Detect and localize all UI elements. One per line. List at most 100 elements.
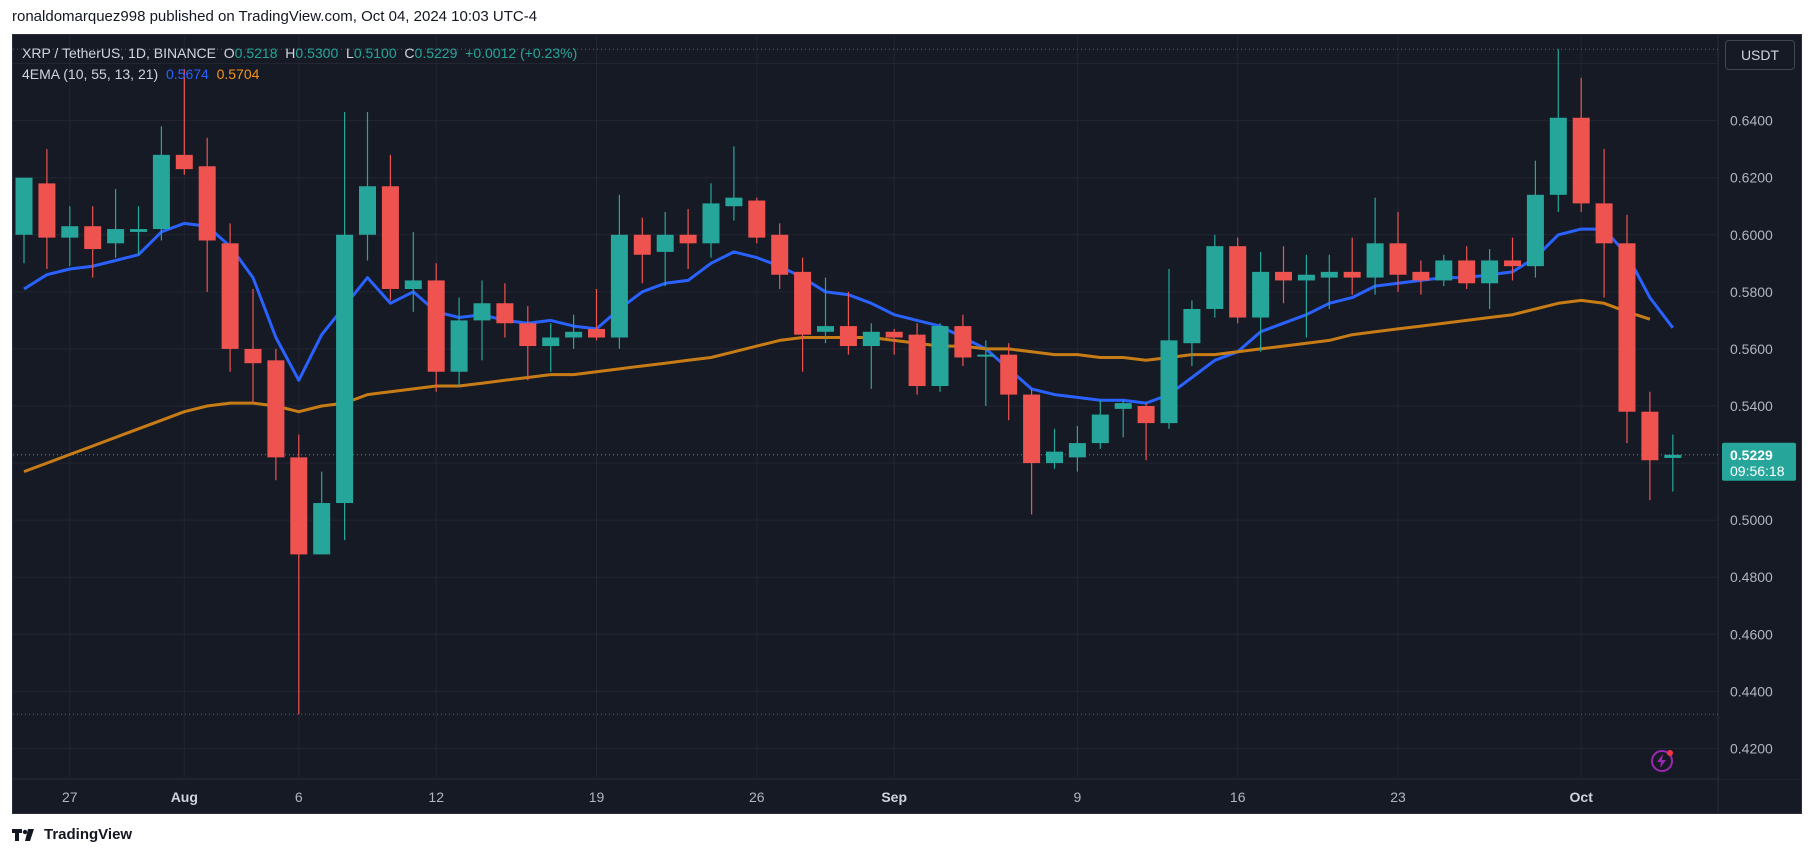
price-tick-label: 0.6000 <box>1730 227 1773 243</box>
price-tick-label: 0.4600 <box>1730 626 1773 642</box>
time-tick-label: 12 <box>428 789 444 805</box>
candle-body <box>1000 354 1018 395</box>
candle <box>1046 428 1063 469</box>
candle-body <box>771 234 789 275</box>
candle-body <box>1366 243 1384 278</box>
candle-body <box>130 229 147 232</box>
candle <box>84 206 102 278</box>
candle-body <box>1068 443 1086 458</box>
legend-open: 0.5218 <box>234 45 278 61</box>
candle-body <box>84 226 102 250</box>
legend-high-label: H <box>285 45 296 61</box>
candle <box>1366 197 1384 295</box>
candle-body <box>633 234 651 255</box>
candle-body <box>977 354 995 357</box>
candle-body <box>496 303 514 324</box>
time-tick-label: 16 <box>1230 789 1246 805</box>
candle <box>1526 160 1544 278</box>
candle-body <box>954 326 972 358</box>
candle <box>588 288 605 341</box>
candle <box>519 306 537 381</box>
ema-fast-value: 0.5674 <box>165 66 209 82</box>
candle-body <box>588 328 605 338</box>
candle-body <box>679 234 697 244</box>
candle <box>1229 237 1247 324</box>
candle-body <box>885 331 903 338</box>
candle <box>885 328 903 355</box>
candle <box>954 314 972 367</box>
candle <box>1458 246 1476 289</box>
price-tick-label: 0.5800 <box>1730 284 1773 300</box>
price-tick-label: 0.4200 <box>1730 740 1773 756</box>
candle-body <box>1091 414 1109 444</box>
candle <box>1068 425 1086 472</box>
candle <box>679 209 697 270</box>
candle <box>656 211 674 287</box>
lightning-icon[interactable] <box>1649 748 1675 774</box>
candle-body <box>473 303 491 321</box>
candle <box>496 283 514 338</box>
currency-button[interactable]: USDT <box>1725 40 1795 70</box>
legend-open-label: O <box>223 45 235 61</box>
candle-body <box>610 234 628 338</box>
time-tick-label: Aug <box>171 789 198 805</box>
candle <box>1091 400 1109 449</box>
candle <box>267 348 285 481</box>
candle <box>1343 237 1361 295</box>
candle <box>107 189 125 258</box>
candle-body <box>862 331 880 347</box>
candle <box>633 217 651 284</box>
candle <box>702 183 720 258</box>
candle-body <box>1412 271 1430 281</box>
candle-body <box>1641 411 1659 461</box>
candle <box>1481 249 1499 309</box>
legend-symbol: XRP / TetherUS, 1D, BINANCE <box>22 45 216 61</box>
candle-body <box>1137 406 1155 424</box>
candle <box>908 323 926 395</box>
candle <box>1252 251 1270 352</box>
candle-body <box>1183 308 1201 344</box>
candle-body <box>1618 243 1636 412</box>
candle <box>336 112 354 541</box>
candle <box>427 263 445 392</box>
footer-brand: TradingView <box>44 826 133 843</box>
candle-body <box>404 280 422 289</box>
candle-body <box>1297 274 1315 281</box>
candle <box>839 291 857 355</box>
candle <box>152 126 170 241</box>
candle <box>1435 254 1453 287</box>
candle-body <box>381 186 399 289</box>
candles <box>15 49 1682 715</box>
candle-body <box>748 200 766 238</box>
price-tick-label: 0.5000 <box>1730 512 1773 528</box>
candle <box>1160 269 1178 429</box>
last-price-value: 0.5229 <box>1730 447 1773 463</box>
time-tick-label: 9 <box>1074 789 1082 805</box>
candle-body <box>931 326 949 387</box>
candle <box>290 434 308 715</box>
legend-high: 0.5300 <box>295 45 339 61</box>
candle <box>313 471 331 555</box>
candle <box>473 280 491 361</box>
tradingview-logo-icon <box>12 828 34 841</box>
candle-body <box>1389 243 1407 275</box>
candle-body <box>1572 117 1590 204</box>
candle <box>1664 434 1682 492</box>
candle-body <box>1046 451 1063 464</box>
candle <box>977 340 995 406</box>
candle <box>244 288 262 404</box>
candle <box>1206 234 1224 318</box>
candle <box>381 154 399 301</box>
candle <box>1412 260 1430 295</box>
indicator-legend[interactable]: 4EMA (10, 55, 13, 21) 0.5674 0.5704 <box>22 66 259 82</box>
candle-body <box>427 280 445 372</box>
candle-body <box>519 323 537 347</box>
indicator-name: 4EMA (10, 55, 13, 21) <box>22 66 159 82</box>
time-axis: 27 Aug 6 12 19 26 Sep 9 16 23 Oct <box>62 789 1593 805</box>
candle-body <box>1343 271 1361 278</box>
time-tick-label: Oct <box>1570 789 1594 805</box>
candle-body <box>839 326 857 347</box>
candle <box>1595 149 1613 298</box>
candle <box>748 197 766 244</box>
